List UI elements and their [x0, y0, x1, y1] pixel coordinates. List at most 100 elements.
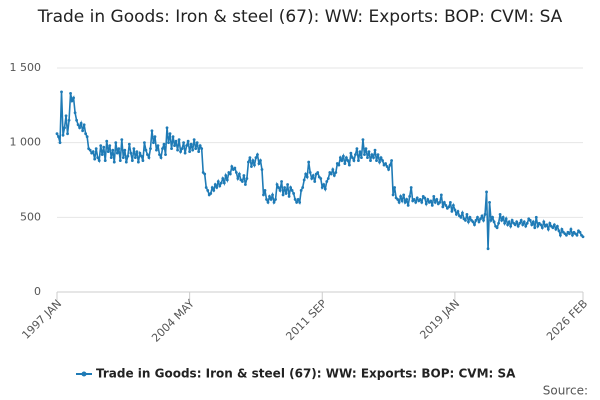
data-point	[216, 180, 220, 183]
data-point	[376, 153, 380, 157]
data-point	[141, 159, 145, 162]
y-tick-label: 1 000	[10, 136, 42, 149]
data-point	[370, 153, 374, 157]
data-point	[560, 227, 564, 231]
data-point	[387, 168, 390, 171]
data-point	[406, 203, 410, 207]
data-point	[313, 180, 317, 183]
data-point	[461, 211, 464, 215]
data-point	[358, 150, 362, 154]
data-point	[432, 195, 436, 198]
data-point	[212, 189, 216, 192]
data-point	[283, 186, 286, 189]
data-point	[400, 199, 404, 203]
data-point	[343, 162, 347, 165]
data-point	[482, 218, 485, 222]
data-point	[438, 201, 442, 204]
data-point	[355, 147, 359, 151]
data-point	[66, 132, 69, 136]
x-tick-label: 2004 MAY	[149, 297, 197, 345]
data-point	[459, 215, 463, 219]
data-point	[453, 208, 457, 212]
data-point	[200, 147, 204, 151]
data-point	[146, 153, 149, 157]
data-point	[426, 198, 430, 201]
data-point	[464, 218, 467, 222]
chart-title: Trade in Goods: Iron & steel (67): WW: E…	[37, 7, 563, 27]
data-point	[210, 186, 214, 189]
data-point	[97, 159, 101, 162]
data-point	[167, 141, 170, 145]
data-point	[72, 96, 75, 100]
data-point	[338, 156, 342, 160]
data-point	[524, 224, 528, 228]
data-point	[140, 154, 143, 158]
data-point	[447, 205, 451, 209]
data-point	[486, 247, 490, 251]
data-point	[322, 183, 326, 186]
data-point	[265, 198, 268, 201]
data-point	[180, 147, 184, 151]
data-point	[63, 126, 66, 130]
data-point	[242, 174, 246, 177]
data-point	[540, 226, 544, 230]
data-point	[75, 118, 78, 122]
data-point	[441, 205, 445, 209]
x-tick-label: 2019 JAN	[417, 297, 462, 342]
data-point	[554, 227, 558, 231]
data-point	[361, 138, 365, 142]
data-point	[165, 126, 169, 130]
data-point	[118, 159, 122, 162]
data-point	[240, 180, 244, 183]
data-point	[301, 186, 305, 189]
data-point	[284, 192, 288, 195]
data-point	[289, 186, 293, 189]
data-point	[352, 159, 356, 162]
data-point	[305, 175, 309, 179]
data-point	[516, 224, 520, 228]
data-point	[85, 135, 89, 139]
data-point	[423, 196, 427, 200]
data-point	[435, 198, 439, 201]
data-point	[533, 226, 537, 230]
data-point	[194, 147, 198, 151]
data-point	[204, 186, 208, 189]
data-point	[409, 186, 413, 189]
data-point	[378, 160, 381, 164]
data-point	[323, 187, 327, 191]
data-point	[439, 193, 443, 197]
data-point	[385, 165, 389, 168]
data-point	[578, 230, 582, 234]
y-tick-label: 500	[20, 210, 41, 223]
data-point	[171, 135, 175, 139]
data-point	[504, 217, 508, 221]
data-point	[195, 141, 199, 145]
data-point	[256, 153, 259, 157]
data-point	[161, 147, 164, 151]
data-point	[444, 203, 448, 207]
data-point	[536, 224, 540, 228]
data-point	[115, 151, 119, 155]
data-point	[96, 156, 100, 160]
data-point	[152, 141, 155, 145]
data-point	[114, 141, 118, 145]
data-point	[581, 235, 585, 239]
data-point	[489, 218, 493, 222]
data-point	[503, 221, 507, 225]
data-point	[105, 139, 109, 143]
data-point	[120, 138, 124, 142]
data-point	[183, 151, 187, 155]
data-point	[293, 198, 297, 201]
data-point	[82, 123, 86, 127]
data-point	[121, 156, 125, 160]
data-point	[488, 201, 491, 204]
data-point	[88, 148, 92, 152]
data-point	[144, 148, 148, 152]
data-point	[185, 144, 189, 148]
data-point	[143, 141, 146, 145]
data-point	[174, 139, 178, 143]
data-point	[429, 199, 433, 203]
data-point	[369, 159, 372, 162]
data-point	[403, 201, 407, 204]
